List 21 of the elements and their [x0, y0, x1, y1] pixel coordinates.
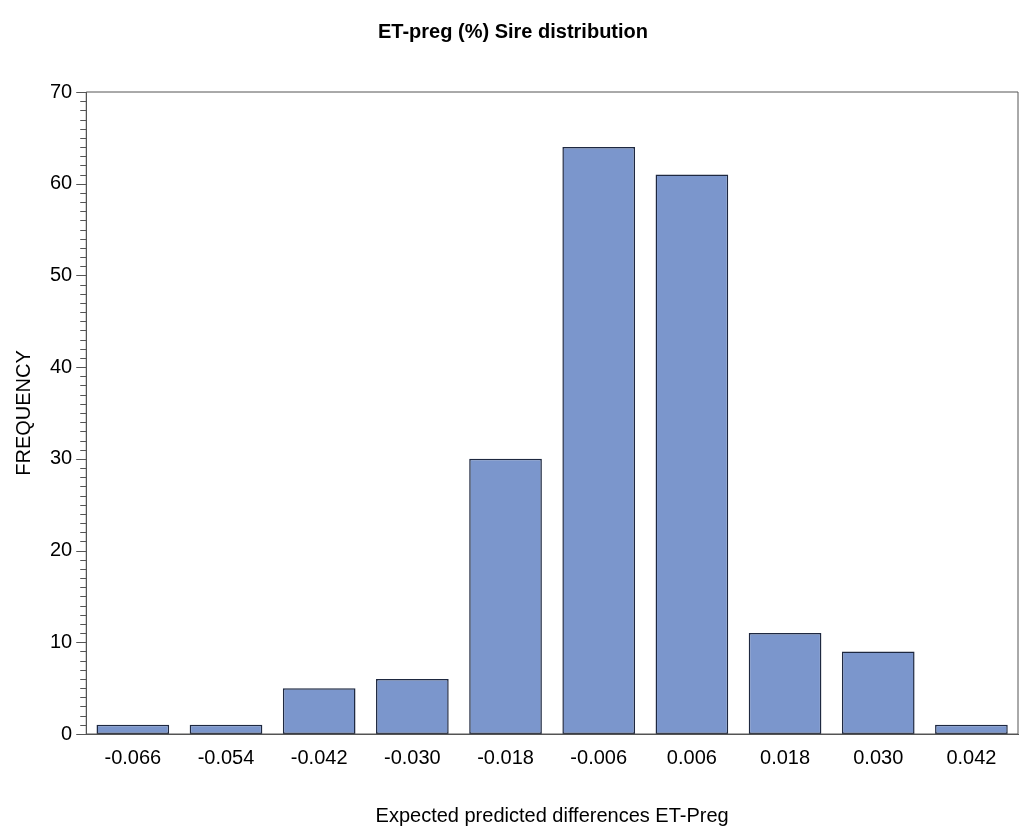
x-tick-label: -0.066 [104, 745, 162, 768]
x-tick-label: 0.042 [946, 745, 997, 768]
y-tick-label: 60 [50, 171, 73, 194]
x-axis-title: Expected predicted differences ET-Preg [375, 803, 729, 826]
y-tick-label: 30 [50, 446, 73, 469]
y-tick-label: 0 [61, 721, 73, 744]
y-tick-label: 70 [50, 79, 73, 102]
x-tick-label: -0.054 [197, 745, 255, 768]
x-tick-label: -0.042 [290, 745, 348, 768]
y-tick-label: 20 [50, 538, 73, 561]
y-tick-label: 40 [50, 354, 73, 377]
x-tick-label: -0.006 [570, 745, 628, 768]
x-tick-label: -0.018 [477, 745, 534, 768]
x-tick-label: 0.030 [853, 745, 904, 768]
x-tick-label: 0.018 [760, 745, 811, 768]
chart-title: ET-preg (%) Sire distribution [377, 19, 649, 42]
y-tick-label: 50 [50, 262, 73, 285]
x-tick-label: -0.030 [384, 745, 441, 768]
y-tick-label: 10 [50, 629, 73, 652]
y-axis-title: FREQUENCY [11, 350, 34, 476]
x-tick-label: 0.006 [666, 745, 717, 768]
